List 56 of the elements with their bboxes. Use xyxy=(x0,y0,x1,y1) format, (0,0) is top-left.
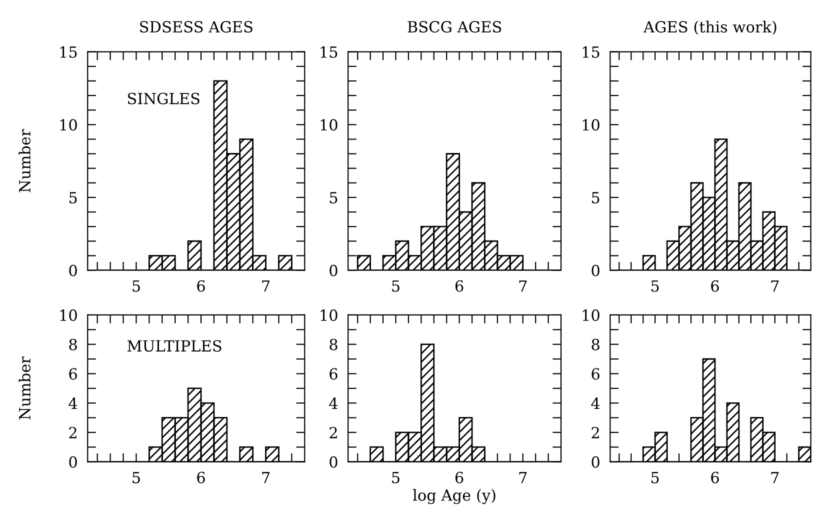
y-tick-label: 8 xyxy=(69,338,77,350)
y-tick-label: 5 xyxy=(592,192,600,204)
y-tick-label: 2 xyxy=(69,426,76,438)
y-axis-title: Number xyxy=(18,129,31,192)
y-tick-label: 0 xyxy=(330,264,338,276)
y-tick-label: 6 xyxy=(330,368,338,380)
x-tick-label: 6 xyxy=(455,280,464,292)
y-tick-label: 0 xyxy=(592,456,600,468)
y-tick-label: 4 xyxy=(329,398,338,409)
x-tick-label: 5 xyxy=(132,280,140,292)
chart-title: SDSESS AGES xyxy=(140,21,252,33)
y-axis-title: Number xyxy=(18,356,31,420)
x-tick-label: 6 xyxy=(711,280,719,292)
y-tick-label: 0 xyxy=(69,264,77,276)
chart-title: BSCG AGES xyxy=(408,21,502,33)
y-tick-label: 4 xyxy=(68,398,78,409)
y-tick-label: 15 xyxy=(582,46,600,58)
y-tick-label: 5 xyxy=(330,192,338,204)
x-tick-label: 6 xyxy=(455,472,464,484)
y-tick-label: 6 xyxy=(592,368,600,380)
y-tick-label: 10 xyxy=(60,119,77,131)
y-tick-label: 10 xyxy=(60,309,77,321)
y-tick-label: 8 xyxy=(592,338,600,350)
y-tick-label: 10 xyxy=(320,309,338,321)
y-tick-label: 0 xyxy=(330,456,338,468)
x-tick-label: 5 xyxy=(652,472,659,484)
x-tick-label: 6 xyxy=(197,472,205,484)
y-tick-label: 6 xyxy=(69,368,77,380)
y-tick-label: 10 xyxy=(582,119,600,131)
y-tick-label: 0 xyxy=(69,456,77,468)
y-tick-label: 10 xyxy=(320,119,338,131)
y-tick-label: 0 xyxy=(592,264,600,276)
x-tick-label: 7 xyxy=(771,472,779,484)
y-tick-label: 2 xyxy=(330,426,337,438)
chart-title: AGES (this work) xyxy=(643,20,776,35)
x-tick-label: 5 xyxy=(132,472,140,484)
x-axis-title: log Age (y) xyxy=(412,489,496,504)
x-tick-label: 5 xyxy=(392,280,400,292)
x-tick-label: 7 xyxy=(771,280,779,292)
x-tick-label: 6 xyxy=(711,472,719,484)
annotation: MULTIPLES xyxy=(127,340,222,352)
y-tick-label: 10 xyxy=(582,309,600,321)
x-tick-label: 7 xyxy=(262,280,270,292)
y-tick-label: 5 xyxy=(69,192,77,204)
y-tick-label: 4 xyxy=(591,398,600,409)
y-tick-label: 8 xyxy=(330,338,338,350)
x-tick-label: 5 xyxy=(652,280,659,292)
y-tick-label: 2 xyxy=(592,426,599,438)
x-tick-label: 7 xyxy=(262,472,270,484)
x-tick-label: 6 xyxy=(197,280,205,292)
x-tick-label: 7 xyxy=(519,472,527,484)
y-tick-label: 15 xyxy=(320,46,338,58)
annotation: SINGLES xyxy=(128,92,200,104)
x-tick-label: 5 xyxy=(392,472,400,484)
x-tick-label: 7 xyxy=(519,280,527,292)
y-tick-label: 15 xyxy=(60,46,77,58)
